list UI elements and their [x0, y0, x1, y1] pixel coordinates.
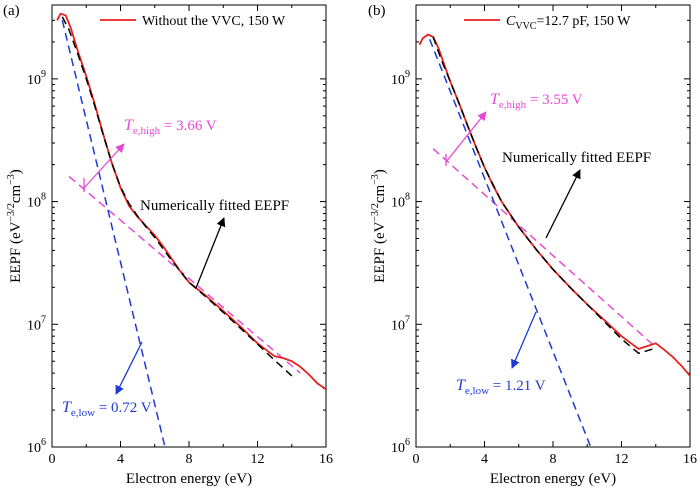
x-tick-label: 4	[481, 452, 488, 467]
x-tick-label: 0	[413, 452, 420, 467]
x-tick-label: 12	[615, 452, 629, 467]
x-tick-label: 16	[319, 452, 333, 467]
annotation-te-low: Te,low = 1.21 V	[456, 377, 546, 397]
annotation-arrow-te-low	[115, 341, 143, 395]
legend-label: CVVC=12.7 pF, 150 W	[506, 14, 631, 32]
x-axis-label: Electron energy (eV)	[490, 471, 616, 487]
annotation-arrow-te-high	[445, 111, 487, 163]
measured-eepf-line	[418, 33, 690, 377]
y-tick-label: 109	[391, 69, 410, 88]
annotation-te-high: Te,high = 3.66 V	[124, 117, 217, 137]
series-group	[418, 33, 690, 447]
annotation-te-low: Te,low = 0.72 V	[62, 399, 152, 419]
y-axis-label: EEPF (eV−3/2cm−3)	[370, 169, 388, 283]
te-high-fit-line	[68, 175, 301, 374]
measured-eepf-line	[56, 12, 326, 391]
y-tick-label: 107	[391, 314, 410, 333]
x-tick-label: 8	[186, 452, 193, 467]
annotation-arrow-fitted	[195, 217, 226, 289]
x-tick-label: 16	[683, 452, 697, 467]
panel-label: (a)	[3, 3, 20, 19]
x-tick-label: 12	[251, 452, 265, 467]
x-tick-label: 0	[49, 452, 56, 467]
series-group	[56, 12, 326, 447]
te-low-fit-line	[61, 20, 166, 447]
annotation-arrow-fitted	[545, 169, 581, 239]
panel-a: 0 4 8 12 16 106 107 108 109 Electron energy (eV) E…	[3, 3, 333, 487]
te-high-fit-line	[432, 148, 657, 348]
annotation-fitted: Numerically fitted EEPF	[502, 150, 651, 166]
y-tick-label: 108	[27, 192, 46, 211]
plot-frame	[51, 4, 327, 448]
annotation-arrow-te-high	[83, 143, 125, 189]
y-axis-label: EEPF (eV−3/2cm−3)	[6, 169, 24, 283]
x-tick-label: 8	[550, 452, 557, 467]
annotation-fitted: Numerically fitted EEPF	[140, 198, 289, 214]
x-axis-label: Electron energy (eV)	[126, 471, 252, 487]
x-tick-label: 4	[117, 452, 124, 467]
fitted-eepf-line	[432, 36, 657, 355]
y-tick-label: 106	[391, 437, 410, 456]
y-tick-label: 108	[391, 192, 410, 211]
te-low-fit-line	[429, 39, 592, 447]
annotation-te-high: Te,high = 3.55 V	[490, 91, 583, 111]
panel-b: 0 4 8 12 16 106 107 108 109 Electron energy (eV) E…	[368, 3, 697, 487]
legend-label: Without the VVC, 150 W	[142, 14, 286, 29]
fitted-eepf-line	[61, 16, 293, 377]
y-tick-label: 107	[27, 314, 46, 333]
y-tick-label: 109	[27, 69, 46, 88]
panel-label: (b)	[368, 3, 386, 19]
annotation-arrow-te-low	[511, 311, 537, 369]
y-tick-label: 106	[27, 437, 46, 456]
